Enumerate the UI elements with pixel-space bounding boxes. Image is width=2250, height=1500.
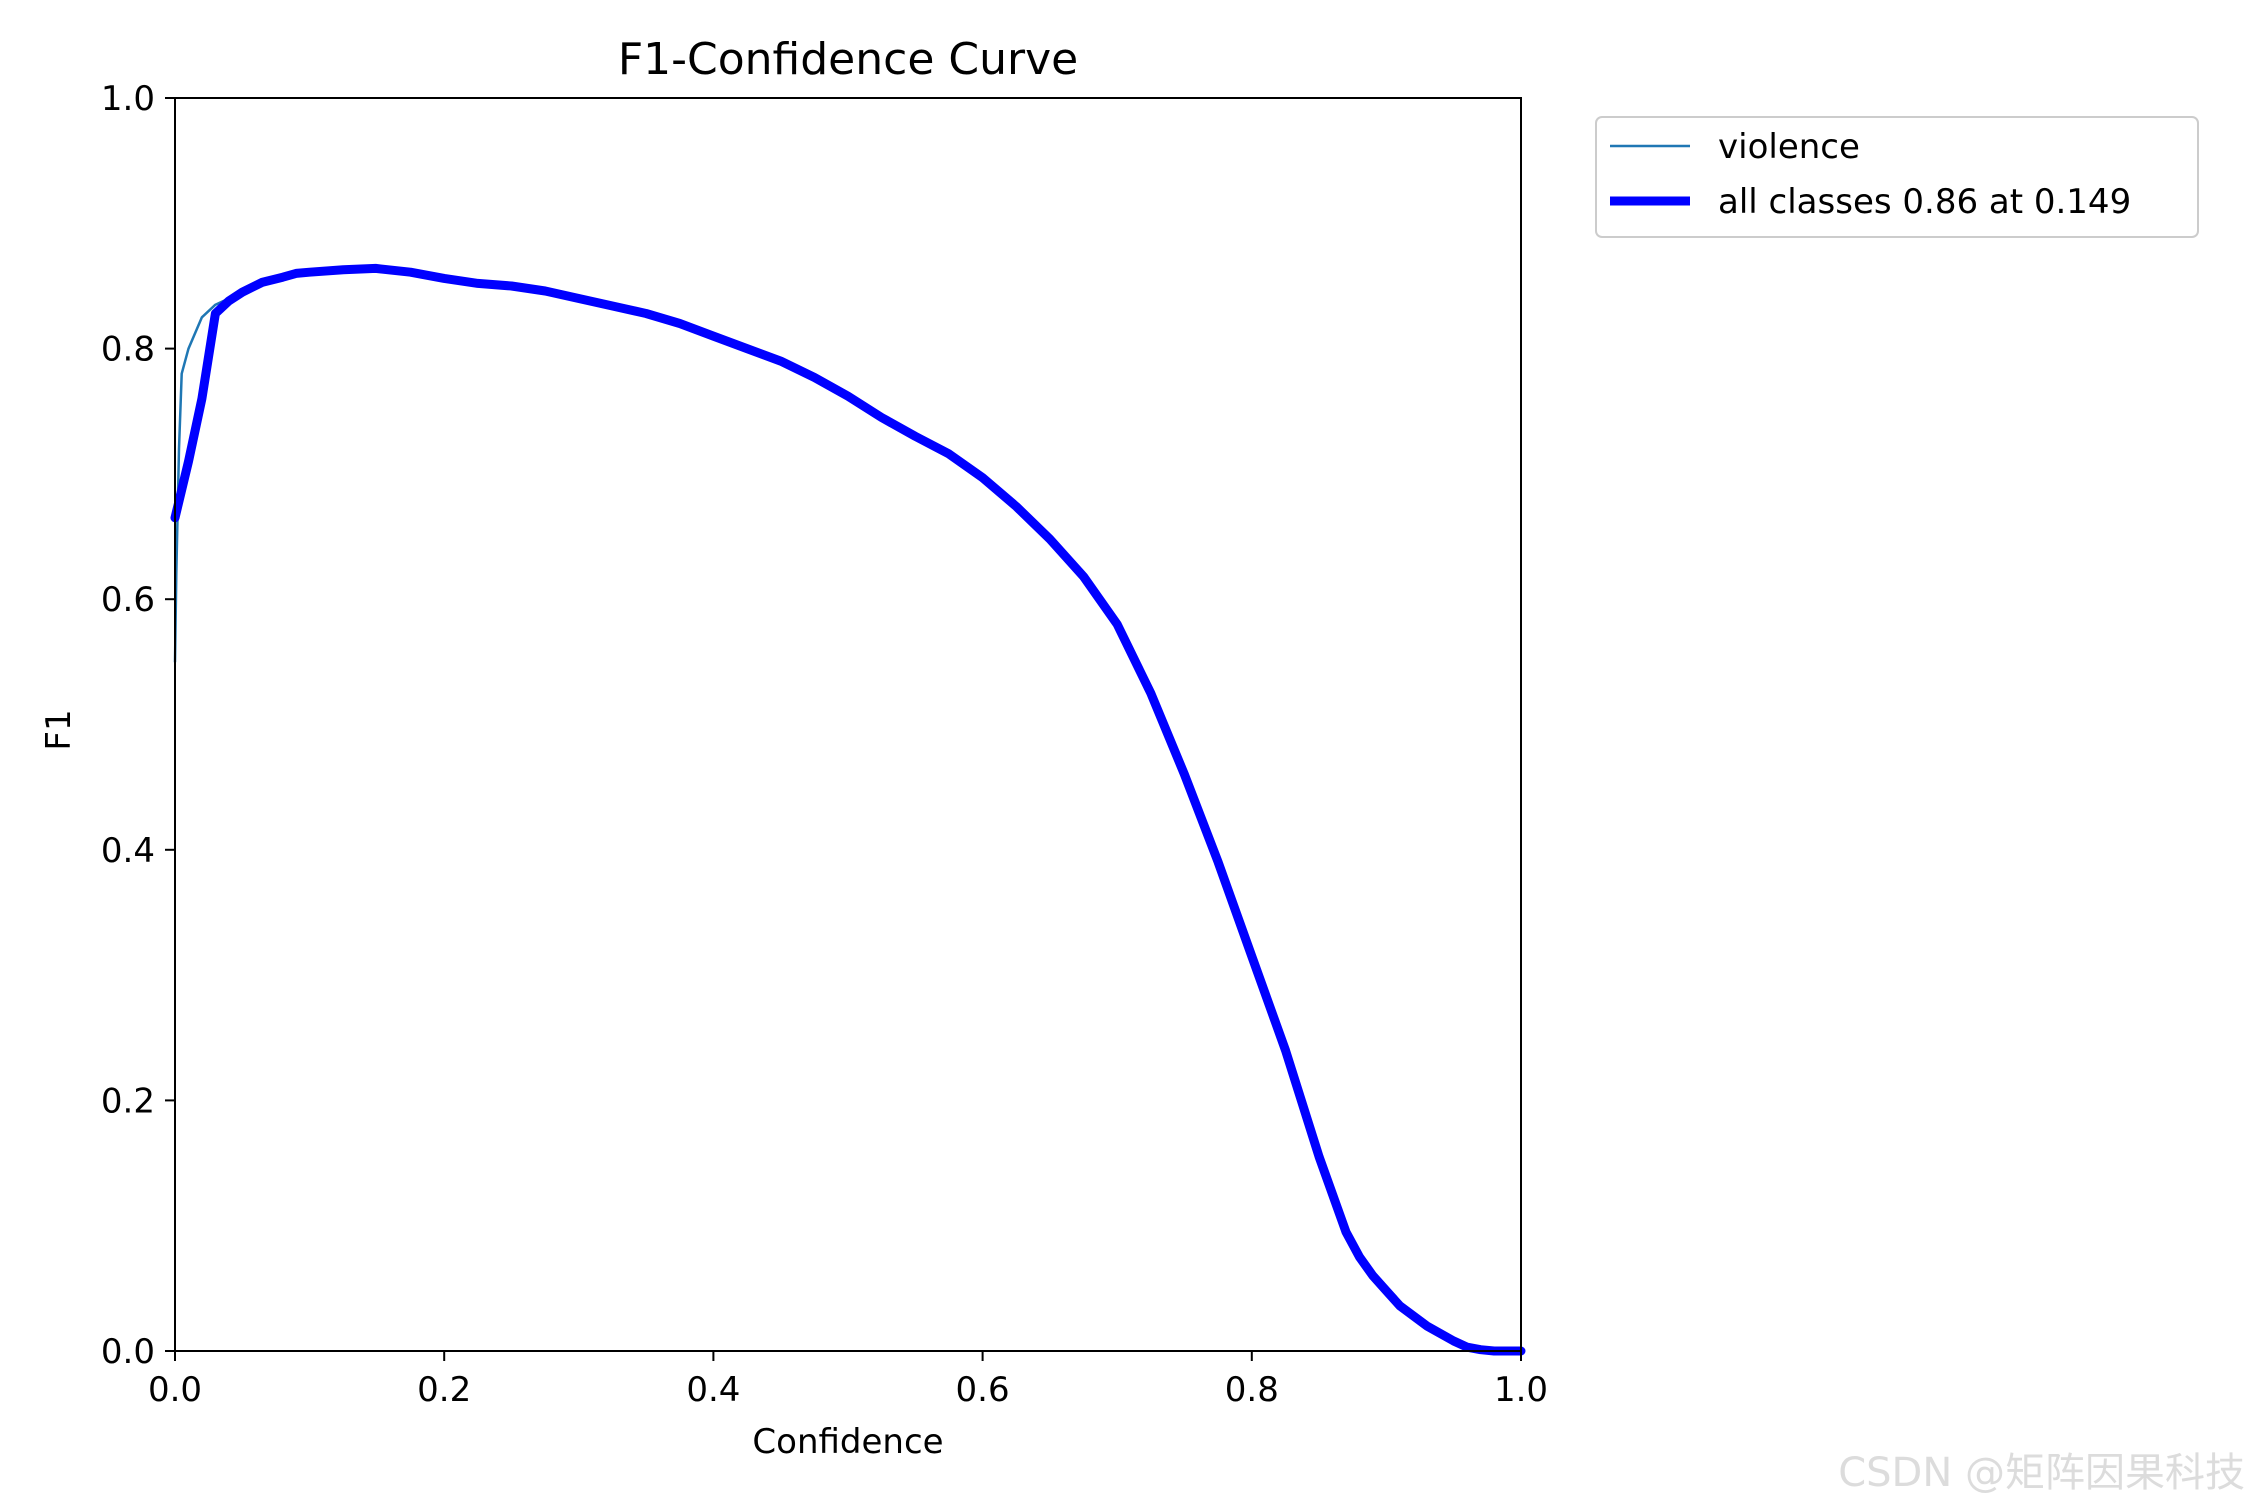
y-tick-label: 0.2	[101, 1081, 155, 1121]
y-tick-label: 0.8	[101, 330, 155, 370]
y-tick-label: 1.0	[101, 79, 155, 119]
x-axis-label: Confidence	[752, 1422, 943, 1462]
x-tick-label: 0.8	[1225, 1370, 1279, 1410]
plot-area	[170, 97, 1526, 1356]
y-tick-label: 0.6	[101, 580, 155, 620]
legend-label-violence: violence	[1718, 127, 1860, 167]
series-layer	[170, 263, 1526, 1356]
watermark: CSDN @矩阵因果科技	[1838, 1450, 2245, 1496]
legend-box	[1595, 116, 2199, 238]
series-line-all-classes	[170, 263, 1526, 1356]
y-tick-label: 0.0	[101, 1332, 155, 1372]
x-tick-label: 0.2	[417, 1370, 471, 1410]
x-tick-label: 1.0	[1494, 1370, 1548, 1410]
x-tick-label: 0.4	[686, 1370, 740, 1410]
axes-frame	[174, 97, 1522, 1352]
chart-title: F1-Confidence Curve	[618, 34, 1078, 85]
legend: violence all classes 0.86 at 0.149	[1595, 116, 2199, 238]
x-tick-label: 0.0	[148, 1370, 202, 1410]
y-tick-label: 0.4	[101, 831, 155, 871]
x-axis: 0.0 0.2 0.4 0.6 0.8 1.0	[148, 1351, 1548, 1410]
y-axis-label: F1	[39, 709, 79, 750]
legend-label-all-classes: all classes 0.86 at 0.149	[1718, 182, 2131, 222]
y-axis: 0.0 0.2 0.4 0.6 0.8 1.0	[101, 79, 175, 1372]
x-tick-label: 0.6	[956, 1370, 1010, 1410]
